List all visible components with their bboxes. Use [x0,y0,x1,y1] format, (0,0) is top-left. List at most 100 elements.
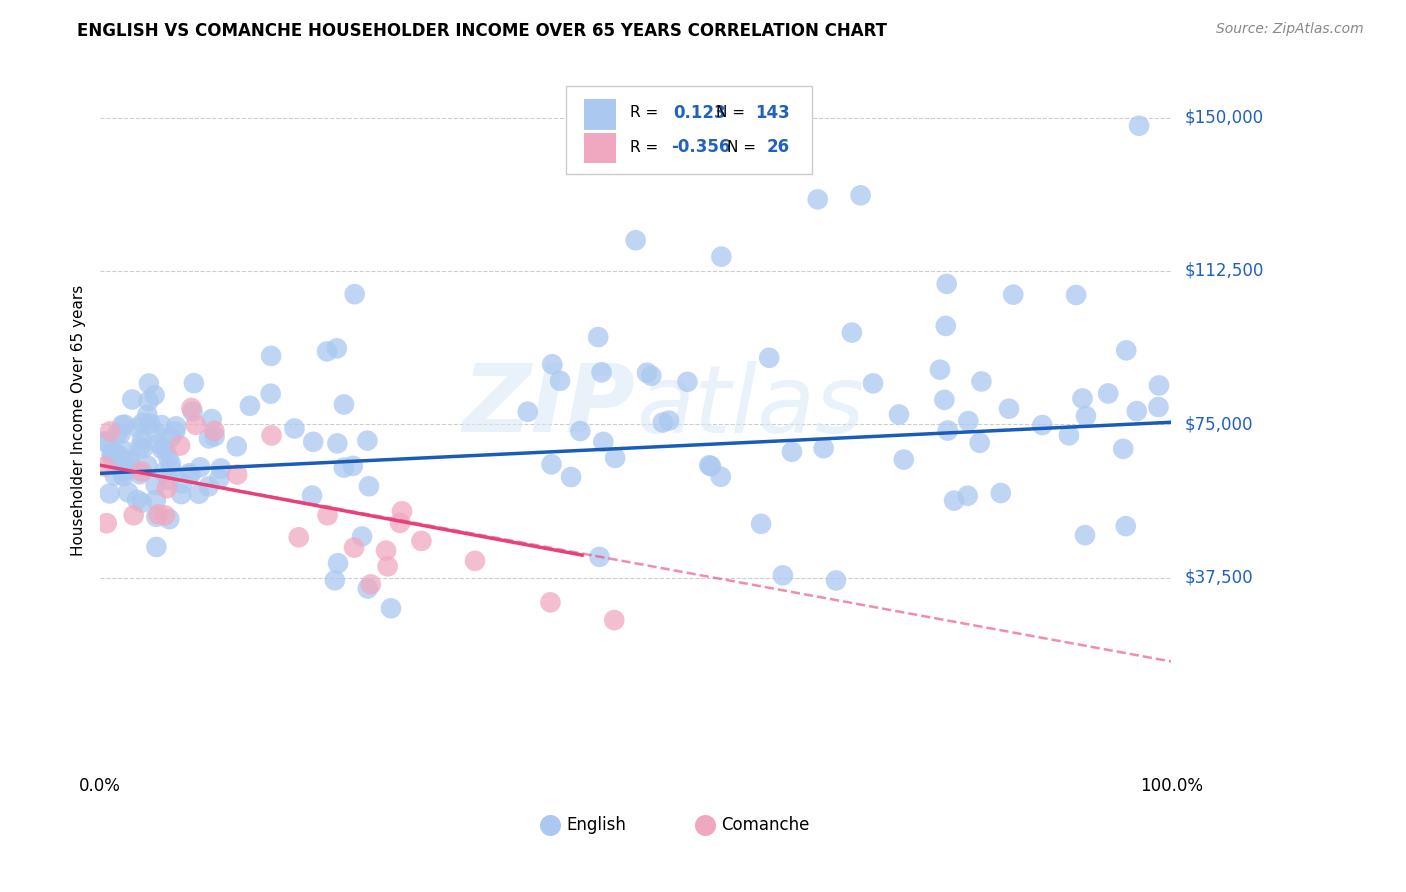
Point [114,417,136,432]
Point [651,416,673,430]
Point [136,408,159,422]
Point [710,469,733,483]
Text: atlas: atlas [636,360,863,451]
Point [333,397,356,411]
Point [107,448,129,462]
Point [100,445,122,459]
Point [127,420,149,434]
Point [96,723,118,738]
Point [197,479,219,493]
Point [749,516,772,531]
Point [239,399,262,413]
Point [343,541,366,555]
Point [316,344,339,359]
Point [316,508,339,523]
Point [127,492,149,507]
Point [516,405,538,419]
Point [1002,287,1025,301]
Point [998,401,1021,416]
Point [772,568,794,582]
Text: -0.356: -0.356 [671,138,730,156]
Point [156,481,179,495]
Point [98,425,121,439]
Point [603,613,626,627]
Point [131,433,153,447]
Point [540,458,562,472]
Point [148,436,170,450]
Point [139,417,162,431]
Point [112,469,135,483]
Point [160,431,183,445]
Point [323,574,346,588]
Point [165,419,187,434]
Point [342,458,364,473]
Point [1147,378,1170,392]
Point [111,417,134,432]
Point [96,435,118,450]
Point [391,504,413,518]
Point [131,465,153,479]
Point [104,468,127,483]
Point [208,472,231,486]
Point [1074,528,1097,542]
Point [152,465,174,479]
Point [260,428,283,442]
Text: R =: R = [630,105,658,120]
Point [541,357,564,371]
Y-axis label: Householder Income Over 65 years: Householder Income Over 65 years [72,285,86,556]
Point [170,487,193,501]
Point [697,458,720,473]
Point [343,287,366,301]
Point [145,478,167,492]
Text: 26: 26 [766,138,789,156]
Point [187,487,209,501]
Point [302,434,325,449]
Point [1071,392,1094,406]
Point [150,442,173,456]
Point [1057,428,1080,442]
Point [333,460,356,475]
Point [160,457,183,471]
Point [375,543,398,558]
Point [813,441,835,455]
Bar [585,133,616,163]
Point [101,450,124,464]
Point [1115,519,1137,533]
Point [357,479,380,493]
Point [204,429,226,443]
Point [640,368,662,383]
Point [136,458,159,473]
Point [1031,418,1053,433]
Text: Comanche: Comanche [721,815,810,834]
Point [117,485,139,500]
Point [121,392,143,407]
Point [157,473,180,487]
Point [150,418,173,433]
Point [287,530,309,544]
Point [1128,119,1150,133]
Point [970,375,993,389]
Point [935,277,957,291]
Point [780,444,803,458]
Text: N =: N = [727,140,755,155]
Point [990,486,1012,500]
Point [389,516,412,530]
Point [183,376,205,391]
Point [132,442,155,456]
Point [112,466,135,480]
Point [862,376,884,391]
Point [138,376,160,391]
Point [934,392,956,407]
Point [225,439,247,453]
Point [1147,400,1170,414]
Point [350,529,373,543]
Point [132,416,155,430]
Point [849,188,872,202]
Point [145,540,167,554]
Point [131,495,153,509]
Point [198,431,221,445]
Point [1112,442,1135,456]
Point [226,467,249,482]
Point [110,426,132,441]
Point [179,467,201,481]
